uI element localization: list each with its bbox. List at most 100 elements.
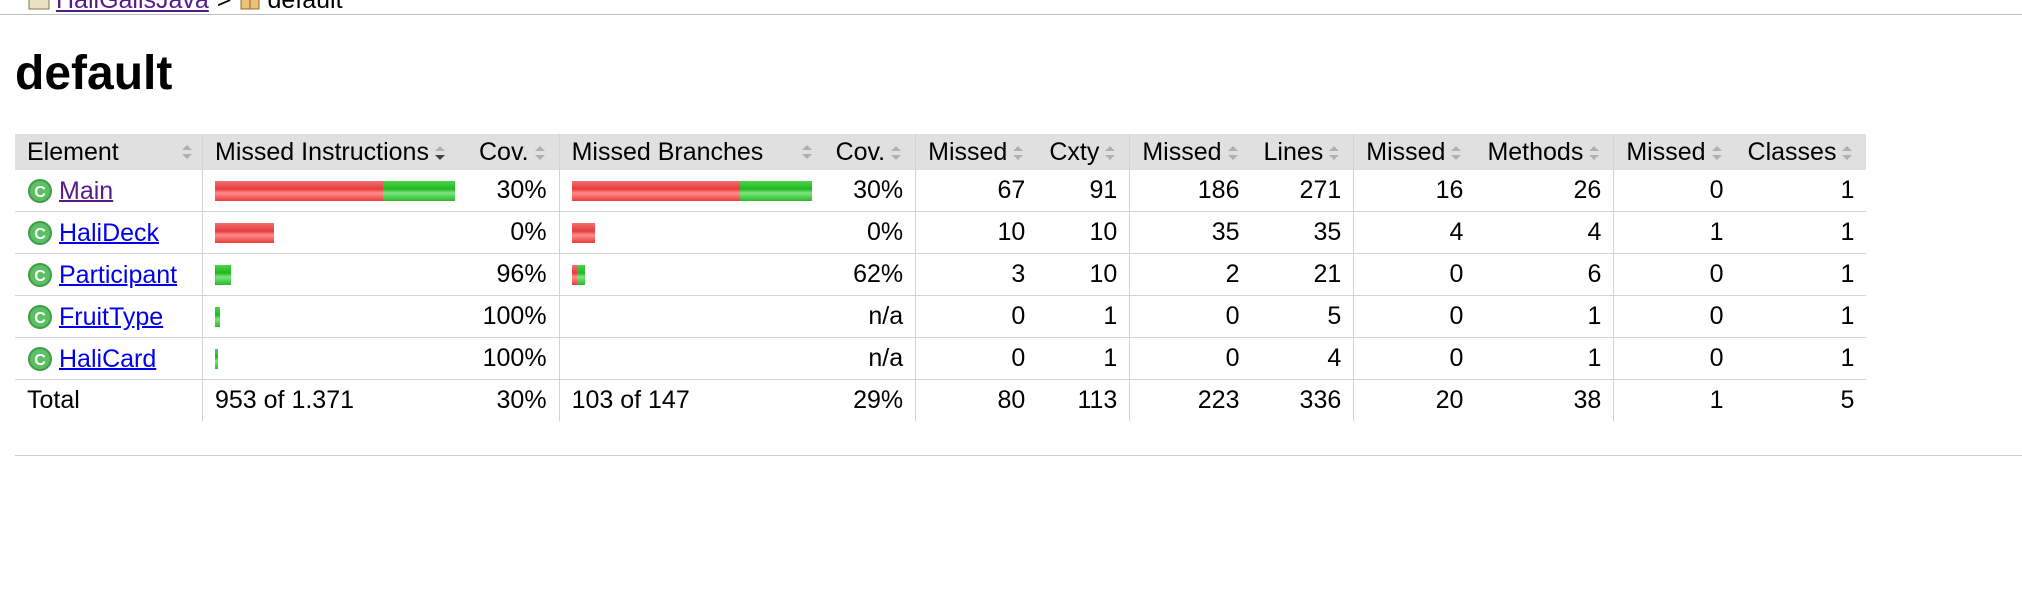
header-missed-classes[interactable]: Missed [1613,134,1736,170]
svg-text:C: C [34,310,46,327]
branches-missed-bar [571,264,577,285]
instructions-covered-bar [215,306,220,327]
coverage-table: Element Missed Instructions Cov. Missed … [15,134,1867,421]
class-icon: C [28,304,52,329]
instr-cov: 100% [467,295,560,338]
missed-lines: 186 [1129,170,1252,212]
element-link[interactable]: Participant [59,260,178,289]
footer-divider [15,455,2022,456]
missed-cxty: 10 [915,211,1038,254]
element-link[interactable]: HaliCard [59,344,157,373]
sort-icon [1105,145,1116,160]
sort-icon [534,145,545,160]
cxty: 10 [1037,211,1130,254]
element-cell: C Main [15,170,203,212]
branches-covered-bar [739,180,812,201]
table-body: C Main 30% 30% 67 91 186 271 16 26 0 1 C HaliDeck 0% 0%… [15,170,1867,380]
svg-text:C: C [34,352,46,369]
sort-icon [1013,145,1024,160]
methods: 1 [1475,295,1614,338]
total-branch-cov: 29% [823,379,916,421]
sort-icon [1451,145,1462,160]
element-cell: C FruitType [15,295,203,338]
missed-lines: 35 [1129,211,1252,254]
missed-classes: 0 [1613,170,1736,212]
sort-icon [891,145,902,160]
sort-icon [182,145,192,159]
branch-cov: n/a [823,295,916,338]
instr-cov: 0% [467,211,560,254]
lines: 271 [1251,170,1354,212]
instructions-bar-cell [202,170,467,212]
methods: 26 [1475,170,1614,212]
instructions-bar-cell [202,295,467,338]
header-missed-instructions[interactable]: Missed Instructions [202,134,467,170]
methods: 6 [1475,253,1614,296]
header-missed-methods[interactable]: Missed [1353,134,1476,170]
class-icon: C [28,220,52,245]
total-classes: 5 [1735,379,1867,421]
branches-bar-cell [558,253,824,296]
table-total-row: Total 953 of 1.371 30% 103 of 147 29% 80… [15,379,1867,421]
total-lines: 336 [1251,379,1354,421]
element-link[interactable]: FruitType [59,302,164,331]
branches-missed-bar [571,222,595,243]
instr-cov: 30% [467,170,560,212]
missed-cxty: 0 [915,337,1038,380]
element-link[interactable]: Main [59,176,114,205]
cxty: 10 [1037,253,1130,296]
svg-text:C: C [34,184,46,201]
branches-covered-bar [576,264,585,285]
header-methods[interactable]: Methods [1475,134,1614,170]
total-missed-branches: 103 of 147 [558,379,824,421]
breadcrumb-current: default [267,0,343,14]
missed-classes: 0 [1613,337,1736,380]
branches-bar-cell [558,211,824,254]
classes: 1 [1735,253,1867,296]
header-missed-cxty[interactable]: Missed [915,134,1038,170]
table-row: C Participant 96% 62% 3 10 2 21 0 6 0 1 [15,253,1867,296]
header-missed-branches[interactable]: Missed Branches [558,134,824,170]
missed-classes: 0 [1613,253,1736,296]
table-row: C HaliDeck 0% 0% 10 10 35 35 4 4 1 1 [15,211,1867,254]
breadcrumb-parent-link[interactable]: HaliGalisJava [56,0,209,14]
missed-cxty: 0 [915,295,1038,338]
header-instr-cov[interactable]: Cov. [467,134,560,170]
instr-cov: 100% [467,337,560,380]
element-link[interactable]: HaliDeck [59,218,160,247]
header-element[interactable]: Element [15,134,203,170]
sort-icon [1227,145,1238,160]
header-missed-lines[interactable]: Missed [1129,134,1252,170]
branches-bar-cell [558,170,824,212]
branches-bar-cell [558,295,824,338]
page-title: default [15,47,173,100]
missed-lines: 0 [1129,337,1252,380]
header-lines[interactable]: Lines [1251,134,1354,170]
classes: 1 [1735,170,1867,212]
branch-cov: n/a [823,337,916,380]
methods: 1 [1475,337,1614,380]
class-icon: C [28,346,52,371]
header-branch-cov[interactable]: Cov. [823,134,916,170]
instructions-covered-bar [215,348,218,369]
header-cxty[interactable]: Cxty [1037,134,1130,170]
total-instr-cov: 30% [467,379,560,421]
missed-classes: 0 [1613,295,1736,338]
branches-coverage-bar [571,222,812,243]
table-row: C Main 30% 30% 67 91 186 271 16 26 0 1 [15,170,1867,212]
instructions-covered-bar [216,264,231,285]
instructions-coverage-bar [215,180,455,201]
sort-icon [1589,145,1600,160]
header-classes[interactable]: Classes [1735,134,1867,170]
svg-text:C: C [34,226,46,243]
total-cxty: 113 [1037,379,1130,421]
total-missed-instructions: 953 of 1.371 [202,379,467,421]
cxty: 1 [1037,337,1130,380]
lines: 4 [1251,337,1354,380]
missed-methods: 16 [1353,170,1476,212]
lines: 35 [1251,211,1354,254]
instr-cov: 96% [467,253,560,296]
classes: 1 [1735,337,1867,380]
missed-lines: 2 [1129,253,1252,296]
table-row: C HaliCard 100% n/a 0 1 0 4 0 1 0 1 [15,337,1867,380]
